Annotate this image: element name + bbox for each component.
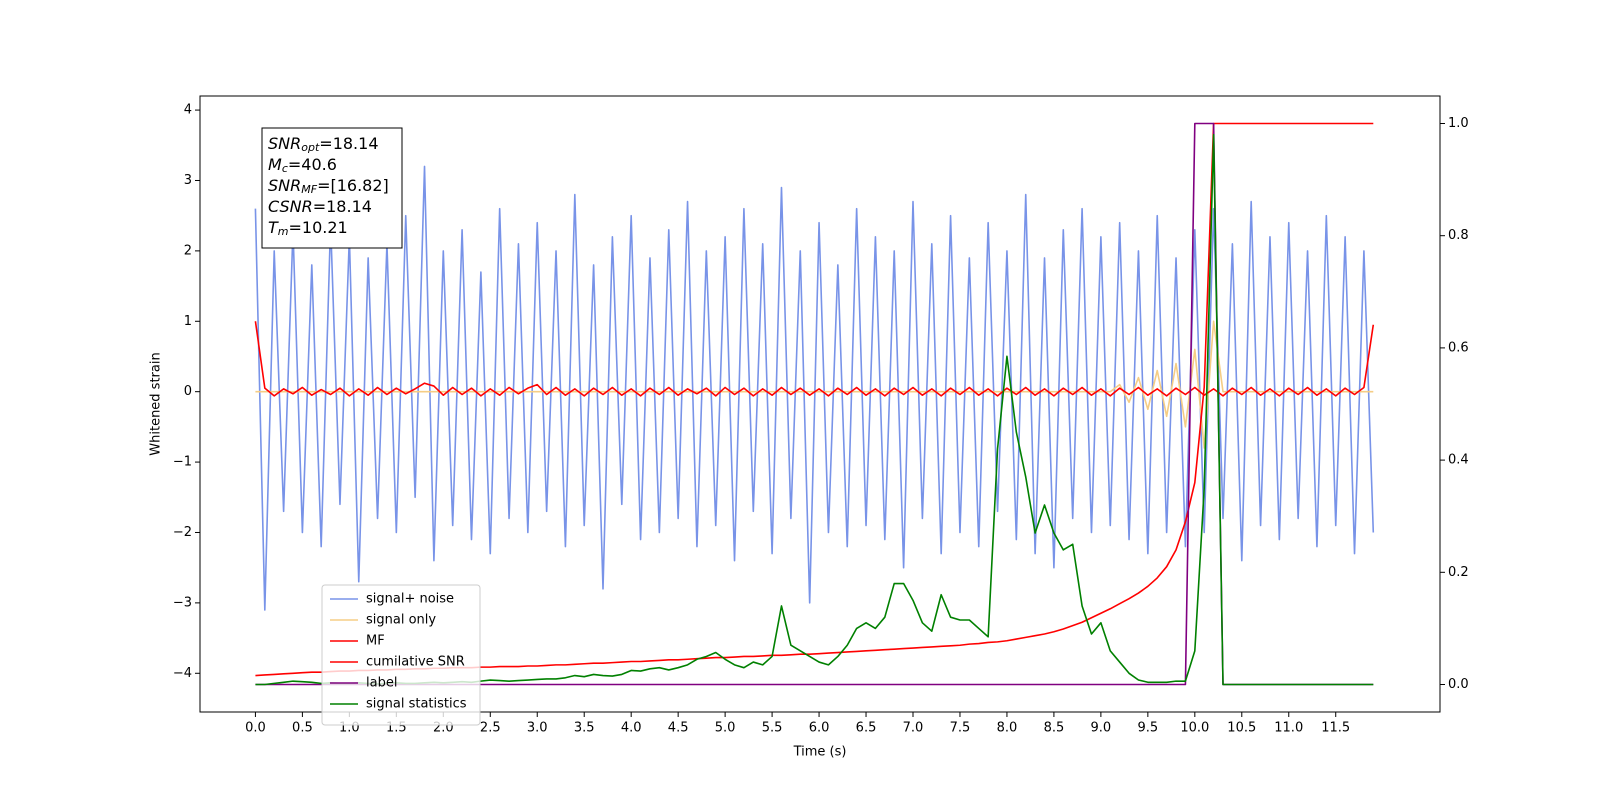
- axes-frame: [199, 95, 1441, 713]
- annotation-symbol: T: [268, 218, 279, 237]
- x-tick-label: 6.0: [809, 721, 830, 736]
- y-tick-label: 1: [184, 314, 192, 329]
- series-line: [254, 321, 1375, 397]
- x-tick-label: 6.5: [856, 721, 877, 736]
- annotation-text: =40.6: [288, 155, 337, 174]
- annotation-text: =10.21: [289, 218, 348, 237]
- x-tick-label: 0.5: [292, 721, 313, 736]
- y-tick-label: −4: [173, 666, 192, 681]
- y-tick-label: −1: [173, 455, 192, 470]
- legend-label: signal statistics: [366, 697, 467, 712]
- y2-tick-label: 0.4: [1448, 453, 1469, 468]
- y2-tick-label: 0.2: [1448, 565, 1469, 580]
- x-tick-label: 0.0: [245, 721, 266, 736]
- x-tick-label: 3.5: [574, 721, 595, 736]
- legend-label: cumilative SNR: [366, 655, 465, 670]
- legend-label: label: [366, 676, 397, 691]
- legend-label: signal only: [366, 613, 436, 628]
- annotation-box: SNRopt=18.14Mc=40.6SNRMF=[16.82]CSNR=18.…: [261, 127, 403, 249]
- y-tick-label: 3: [184, 173, 192, 188]
- x-tick-label: 5.0: [715, 721, 736, 736]
- annotation-text: =18.14: [313, 197, 372, 216]
- legend-frame: [321, 584, 481, 726]
- x-tick-label: 3.0: [527, 721, 548, 736]
- annotation-line: SNRMF=[16.82]: [268, 176, 389, 197]
- annotation-text: =18.14: [319, 134, 378, 153]
- annotation-subscript: opt: [301, 141, 320, 154]
- x-tick-label: 10.5: [1227, 721, 1256, 736]
- annotation-line: Tm=10.21: [268, 218, 348, 239]
- legend: signal+ noise signal only MF cumilative SNR…: [321, 584, 481, 726]
- x-tick-label: 4.0: [621, 721, 642, 736]
- x-tick-label: 8.5: [1044, 721, 1065, 736]
- x-tick-label: 2.5: [480, 721, 501, 736]
- legend-label: signal+ noise: [366, 592, 454, 607]
- annotation-text: =[16.82]: [317, 176, 389, 195]
- x-tick-label: 7.0: [903, 721, 924, 736]
- annotation-line: Mc=40.6: [268, 155, 337, 176]
- x-tick-label: 5.5: [762, 721, 783, 736]
- annotation-symbol: CSNR: [268, 197, 313, 216]
- annotation-line: CSNR=18.14: [268, 197, 372, 216]
- x-tick-label: 9.0: [1091, 721, 1112, 736]
- y-tick-label: −2: [173, 525, 192, 540]
- x-tick-label: 7.5: [950, 721, 971, 736]
- annotation-symbol: SNR: [268, 134, 301, 153]
- x-tick-label: 11.5: [1321, 721, 1350, 736]
- annotation-line: SNRopt=18.14: [268, 134, 379, 155]
- legend-label: MF: [366, 634, 385, 649]
- y-axis-label: Whitened strain: [149, 352, 164, 455]
- annotation-subscript: MF: [301, 183, 317, 196]
- y-tick-label: 2: [184, 243, 192, 258]
- series-line: [254, 165, 1375, 611]
- x-tick-label: 8.0: [997, 721, 1018, 736]
- y-tick-label: 0: [184, 384, 192, 399]
- y2-tick-label: 1.0: [1448, 116, 1469, 131]
- y2-tick-label: 0.0: [1448, 677, 1469, 692]
- x-tick-label: 9.5: [1138, 721, 1159, 736]
- annotation-subscript: m: [278, 225, 289, 238]
- annotation-frame: [261, 127, 403, 249]
- x-axis-label: Time (s): [793, 745, 847, 760]
- annotation-symbol: SNR: [268, 176, 301, 195]
- y-tick-label: −3: [173, 595, 192, 610]
- y2-tick-label: 0.8: [1448, 228, 1469, 243]
- x-tick-label: 4.5: [668, 721, 689, 736]
- x-tick-label: 10.0: [1180, 721, 1209, 736]
- annotation-symbol: M: [268, 155, 282, 174]
- y2-tick-label: 0.6: [1448, 340, 1469, 355]
- annotation-subscript: c: [282, 162, 288, 175]
- y-tick-label: 4: [184, 103, 192, 118]
- x-tick-label: 11.0: [1274, 721, 1303, 736]
